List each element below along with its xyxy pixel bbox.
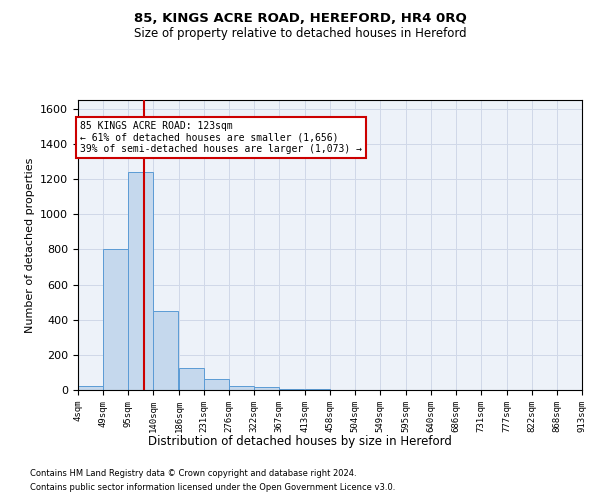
Text: Contains HM Land Registry data © Crown copyright and database right 2024.: Contains HM Land Registry data © Crown c…	[30, 468, 356, 477]
Bar	[279, 388, 304, 390]
Bar	[78, 386, 103, 390]
Text: Contains public sector information licensed under the Open Government Licence v3: Contains public sector information licen…	[30, 484, 395, 492]
Bar	[154, 311, 178, 390]
Text: 85, KINGS ACRE ROAD, HEREFORD, HR4 0RQ: 85, KINGS ACRE ROAD, HEREFORD, HR4 0RQ	[134, 12, 466, 26]
Bar	[204, 380, 229, 390]
Y-axis label: Number of detached properties: Number of detached properties	[25, 158, 35, 332]
Bar	[254, 388, 279, 390]
Bar	[128, 172, 154, 390]
Bar	[229, 386, 254, 390]
Bar	[179, 368, 204, 390]
Text: Size of property relative to detached houses in Hereford: Size of property relative to detached ho…	[134, 28, 466, 40]
Bar	[103, 250, 128, 390]
Text: Distribution of detached houses by size in Hereford: Distribution of detached houses by size …	[148, 435, 452, 448]
Text: 85 KINGS ACRE ROAD: 123sqm
← 61% of detached houses are smaller (1,656)
39% of s: 85 KINGS ACRE ROAD: 123sqm ← 61% of deta…	[80, 121, 362, 154]
